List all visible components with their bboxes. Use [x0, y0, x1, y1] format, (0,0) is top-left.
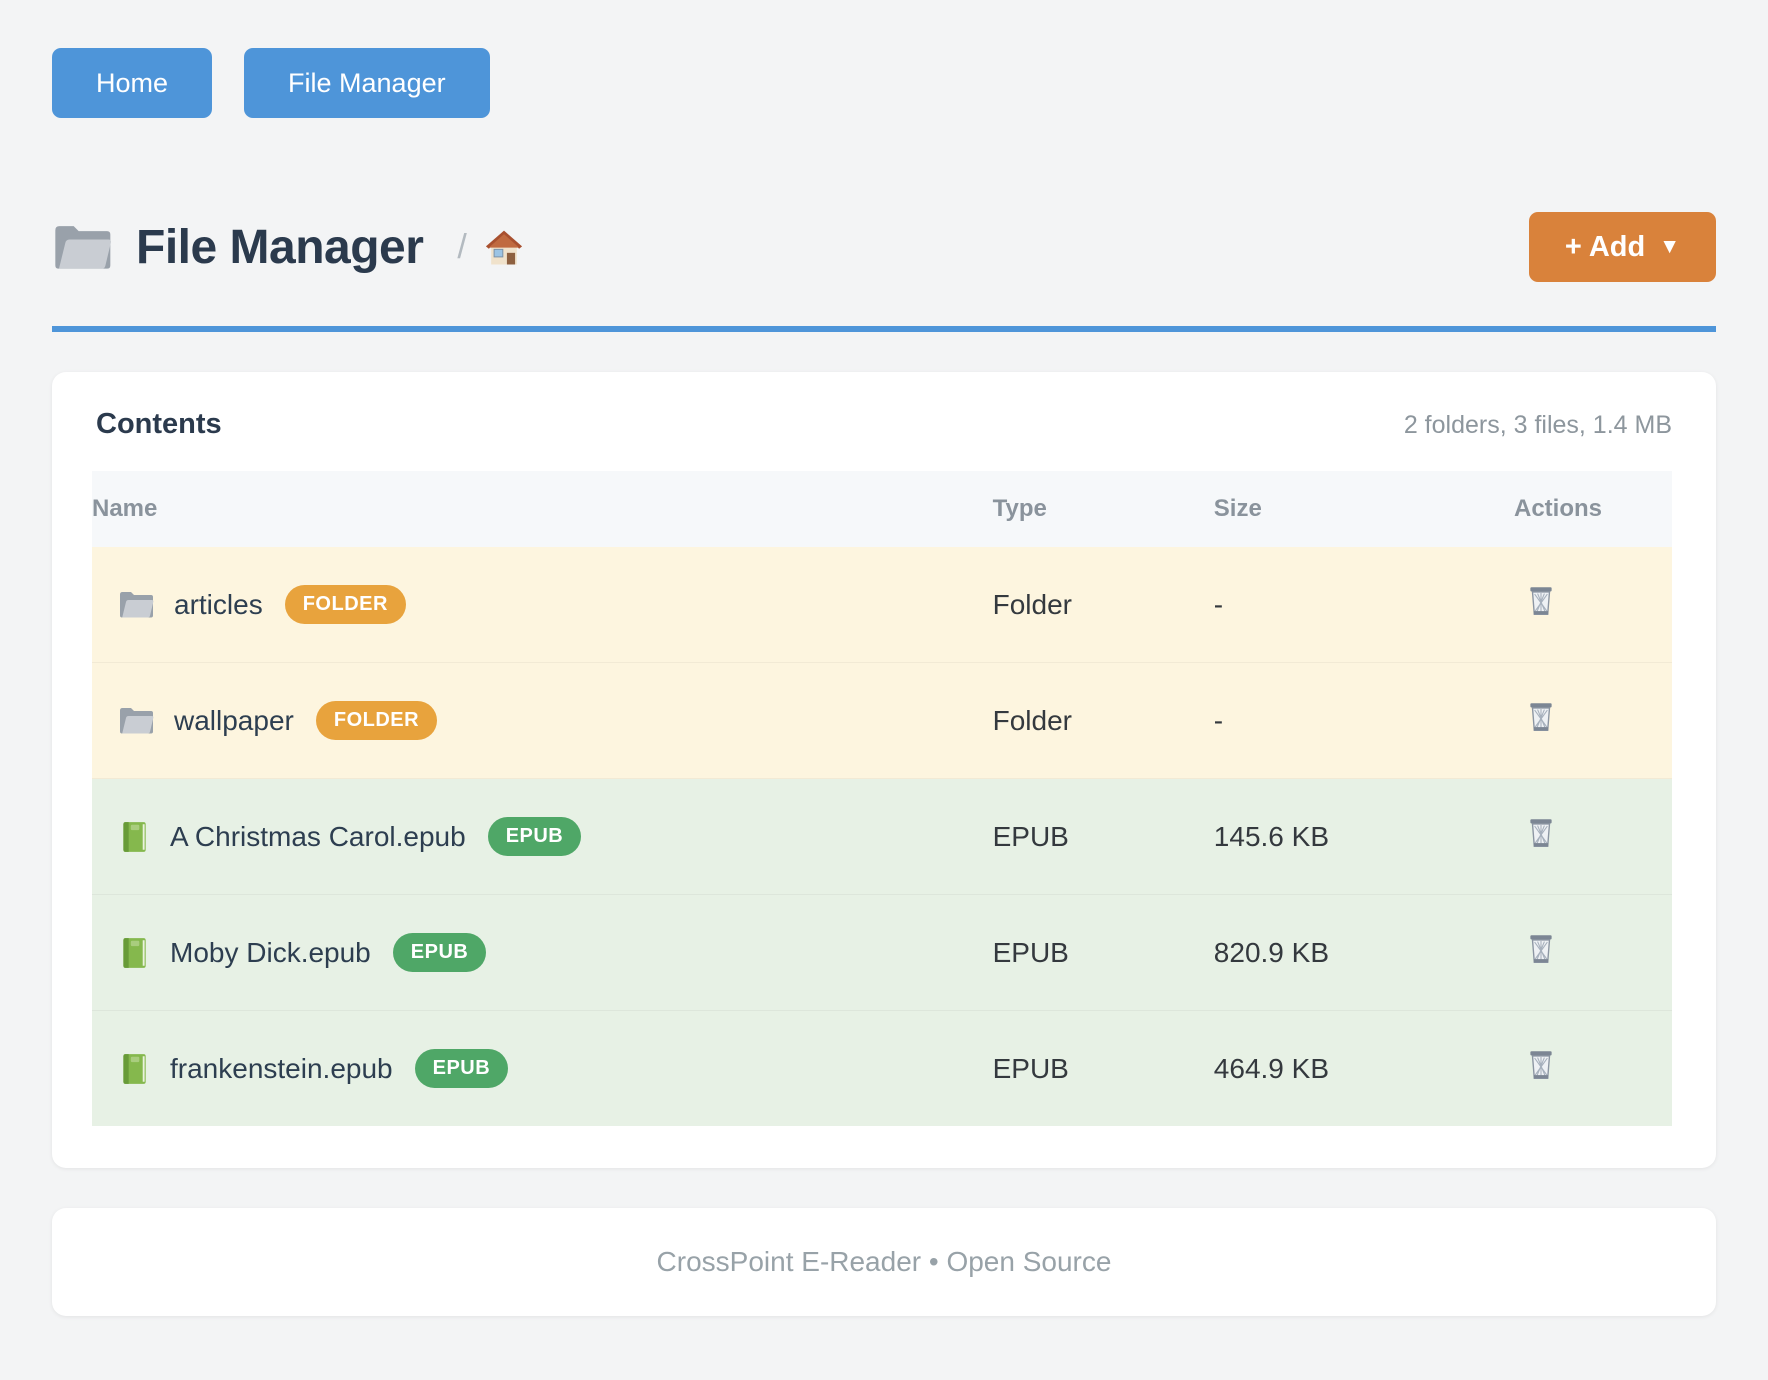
name-cell: A Christmas Carol.epub EPUB — [92, 817, 993, 856]
chevron-down-icon: ▼ — [1659, 235, 1680, 259]
footer-card: CrossPoint E-Reader • Open Source — [52, 1208, 1716, 1316]
green-book-icon — [118, 820, 150, 854]
delete-button[interactable] — [1514, 700, 1558, 734]
name-cell: frankenstein.epub EPUB — [92, 1049, 993, 1088]
folder-icon — [52, 221, 112, 273]
contents-summary: 2 folders, 3 files, 1.4 MB — [1404, 411, 1672, 440]
title-rule — [52, 326, 1716, 332]
name-cell: wallpaper FOLDER — [92, 701, 993, 740]
type-badge: FOLDER — [285, 585, 406, 624]
add-button-label: + Add — [1565, 231, 1645, 264]
contents-table-body: articles FOLDER Folder - — [92, 547, 1672, 1126]
home-button[interactable]: Home — [52, 48, 212, 118]
name-cell: Moby Dick.epub EPUB — [92, 933, 993, 972]
contents-table: Name Type Size Actions — [92, 471, 1672, 1126]
row-name[interactable]: A Christmas Carol.epub — [170, 821, 466, 853]
contents-title: Contents — [96, 408, 222, 441]
folder-icon — [118, 589, 154, 620]
row-size: - — [1214, 663, 1514, 779]
table-row[interactable]: wallpaper FOLDER Folder - — [92, 663, 1672, 779]
row-size: 820.9 KB — [1214, 895, 1514, 1011]
row-size: - — [1214, 547, 1514, 663]
column-header-type: Type — [993, 471, 1214, 547]
wastebasket-icon — [1524, 584, 1558, 618]
row-type: EPUB — [993, 779, 1214, 895]
page-header: File Manager / + Add ▼ — [52, 212, 1716, 282]
wastebasket-icon — [1524, 816, 1558, 850]
house-icon[interactable] — [483, 227, 525, 267]
type-badge: EPUB — [488, 817, 582, 856]
contents-card: Contents 2 folders, 3 files, 1.4 MB Name… — [52, 372, 1716, 1168]
delete-button[interactable] — [1514, 1048, 1558, 1082]
row-name[interactable]: Moby Dick.epub — [170, 937, 371, 969]
top-navigation: Home File Manager — [52, 48, 1716, 118]
table-row[interactable]: articles FOLDER Folder - — [92, 547, 1672, 663]
delete-button[interactable] — [1514, 816, 1558, 850]
table-row[interactable]: frankenstein.epub EPUB EPUB 464.9 KB — [92, 1011, 1672, 1127]
column-header-actions: Actions — [1514, 471, 1672, 547]
breadcrumb-separator: / — [457, 228, 466, 267]
column-header-name: Name — [92, 471, 993, 547]
row-size: 145.6 KB — [1214, 779, 1514, 895]
wastebasket-icon — [1524, 932, 1558, 966]
type-badge: FOLDER — [316, 701, 437, 740]
row-name[interactable]: articles — [174, 589, 263, 621]
table-row[interactable]: Moby Dick.epub EPUB EPUB 820.9 KB — [92, 895, 1672, 1011]
breadcrumb: / — [457, 227, 524, 267]
folder-icon — [118, 705, 154, 736]
file-manager-button[interactable]: File Manager — [244, 48, 490, 118]
row-name[interactable]: frankenstein.epub — [170, 1053, 393, 1085]
type-badge: EPUB — [415, 1049, 509, 1088]
table-row[interactable]: A Christmas Carol.epub EPUB EPUB 145.6 K… — [92, 779, 1672, 895]
footer-text: CrossPoint E-Reader • Open Source — [657, 1246, 1112, 1277]
contents-card-header: Contents 2 folders, 3 files, 1.4 MB — [92, 408, 1672, 441]
add-button[interactable]: + Add ▼ — [1529, 212, 1716, 282]
delete-button[interactable] — [1514, 584, 1558, 618]
row-type: EPUB — [993, 1011, 1214, 1127]
wastebasket-icon — [1524, 700, 1558, 734]
row-size: 464.9 KB — [1214, 1011, 1514, 1127]
page-title: File Manager — [136, 220, 423, 275]
wastebasket-icon — [1524, 1048, 1558, 1082]
page: Home File Manager File Manager / — [0, 0, 1768, 1316]
row-type: Folder — [993, 663, 1214, 779]
delete-button[interactable] — [1514, 932, 1558, 966]
type-badge: EPUB — [393, 933, 487, 972]
table-header-row: Name Type Size Actions — [92, 471, 1672, 547]
green-book-icon — [118, 936, 150, 970]
name-cell: articles FOLDER — [92, 585, 993, 624]
row-type: EPUB — [993, 895, 1214, 1011]
row-type: Folder — [993, 547, 1214, 663]
column-header-size: Size — [1214, 471, 1514, 547]
title-group: File Manager / — [52, 220, 525, 275]
row-name[interactable]: wallpaper — [174, 705, 294, 737]
green-book-icon — [118, 1052, 150, 1086]
